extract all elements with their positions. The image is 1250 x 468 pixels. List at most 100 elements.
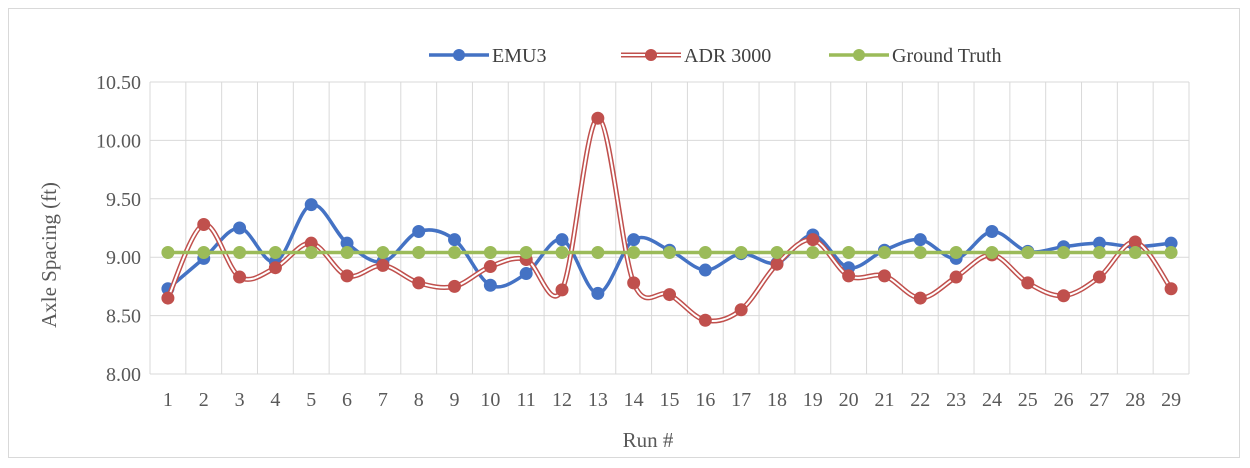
data-point — [519, 246, 533, 260]
x-tick-label: 29 — [1161, 389, 1181, 411]
x-tick-label: 20 — [839, 389, 859, 411]
data-point — [304, 246, 318, 260]
data-point — [340, 269, 354, 283]
data-point — [877, 269, 891, 283]
legend-label: Ground Truth — [892, 45, 1001, 67]
data-point — [591, 111, 605, 125]
data-point — [268, 246, 282, 260]
data-point — [376, 246, 390, 260]
data-point — [1128, 246, 1142, 260]
legend-swatch-marker — [853, 49, 865, 61]
data-point — [412, 246, 426, 260]
data-point — [770, 246, 784, 260]
legend-swatch-marker — [453, 49, 465, 61]
data-point — [448, 246, 462, 260]
x-tick-label: 16 — [695, 389, 715, 411]
data-point — [483, 278, 497, 292]
x-tick-label: 7 — [378, 389, 388, 411]
data-point — [1021, 276, 1035, 290]
data-point — [842, 246, 856, 260]
data-point — [913, 291, 927, 305]
data-point — [1057, 289, 1071, 303]
data-point — [519, 267, 533, 281]
y-tick-label: 10.50 — [96, 72, 141, 94]
data-point — [555, 233, 569, 247]
data-point — [1164, 282, 1178, 296]
y-axis-title: Axle Spacing (ft) — [37, 182, 61, 328]
data-point — [448, 233, 462, 247]
legend-item: EMU3 — [429, 45, 546, 67]
data-point — [1057, 246, 1071, 260]
x-tick-label: 6 — [342, 389, 352, 411]
data-point — [340, 246, 354, 260]
x-tick-label: 19 — [803, 389, 823, 411]
x-tick-label: 11 — [517, 389, 536, 411]
x-tick-label: 18 — [767, 389, 787, 411]
data-point — [806, 233, 820, 247]
data-point — [949, 270, 963, 284]
x-axis-title: Run # — [623, 428, 674, 452]
data-point — [1021, 246, 1035, 260]
data-point — [161, 246, 175, 260]
data-point — [304, 198, 318, 212]
data-point — [734, 303, 748, 317]
data-point — [233, 270, 247, 284]
x-tick-label: 21 — [874, 389, 894, 411]
data-point — [663, 246, 676, 260]
data-point — [842, 269, 856, 283]
x-tick-label: 22 — [910, 389, 930, 411]
x-tick-label: 27 — [1089, 389, 1109, 411]
data-point — [483, 246, 497, 260]
y-tick-label: 10.00 — [96, 130, 141, 152]
x-tick-label: 26 — [1054, 389, 1074, 411]
x-tick-label: 5 — [306, 389, 316, 411]
legend-item: Ground Truth — [829, 45, 1001, 67]
series-adr-3000 — [161, 111, 1178, 327]
legend-label: ADR 3000 — [684, 45, 771, 67]
series-ground-truth — [161, 246, 1178, 260]
legend-swatch-marker — [645, 49, 657, 61]
data-point — [1164, 246, 1178, 260]
x-tick-label: 3 — [235, 389, 245, 411]
series-lines — [161, 111, 1178, 327]
data-point — [627, 246, 641, 260]
data-point — [734, 246, 748, 260]
data-point — [663, 288, 676, 302]
data-point — [627, 233, 641, 247]
x-tick-label: 1 — [163, 389, 173, 411]
x-tick-label: 24 — [982, 389, 1002, 411]
x-tick-label: 8 — [414, 389, 424, 411]
x-tick-label: 2 — [199, 389, 209, 411]
data-point — [233, 246, 247, 260]
data-point — [985, 225, 999, 239]
data-point — [412, 225, 426, 239]
data-point — [197, 246, 211, 260]
gridlines — [149, 81, 1190, 375]
data-point — [949, 246, 963, 260]
data-point — [627, 276, 641, 290]
data-point — [806, 246, 820, 260]
data-point — [268, 261, 282, 275]
data-point — [1092, 246, 1106, 260]
data-point — [555, 246, 569, 260]
legend: EMU3 ADR 3000 Ground Truth — [429, 45, 1001, 67]
data-point — [698, 246, 712, 260]
data-point — [591, 246, 605, 260]
data-point — [698, 263, 712, 277]
x-tick-label: 23 — [946, 389, 966, 411]
data-point — [197, 217, 211, 231]
x-tick-label: 4 — [270, 389, 280, 411]
x-tick-label: 10 — [480, 389, 500, 411]
x-tick-label: 28 — [1125, 389, 1145, 411]
data-point — [591, 286, 605, 300]
y-tick-label: 9.00 — [106, 247, 141, 269]
x-axis-ticks: 1 2 3 4 5 6 7 8 9 10 11 12 13 14 15 16 17 18 19 20 21 22 23 24 2… — [163, 389, 1181, 411]
legend-label: EMU3 — [492, 45, 546, 67]
data-point — [877, 246, 891, 260]
data-point — [412, 276, 426, 290]
data-point — [448, 279, 462, 293]
y-tick-label: 8.50 — [106, 306, 141, 328]
data-point — [376, 258, 390, 272]
x-tick-label: 15 — [660, 389, 680, 411]
